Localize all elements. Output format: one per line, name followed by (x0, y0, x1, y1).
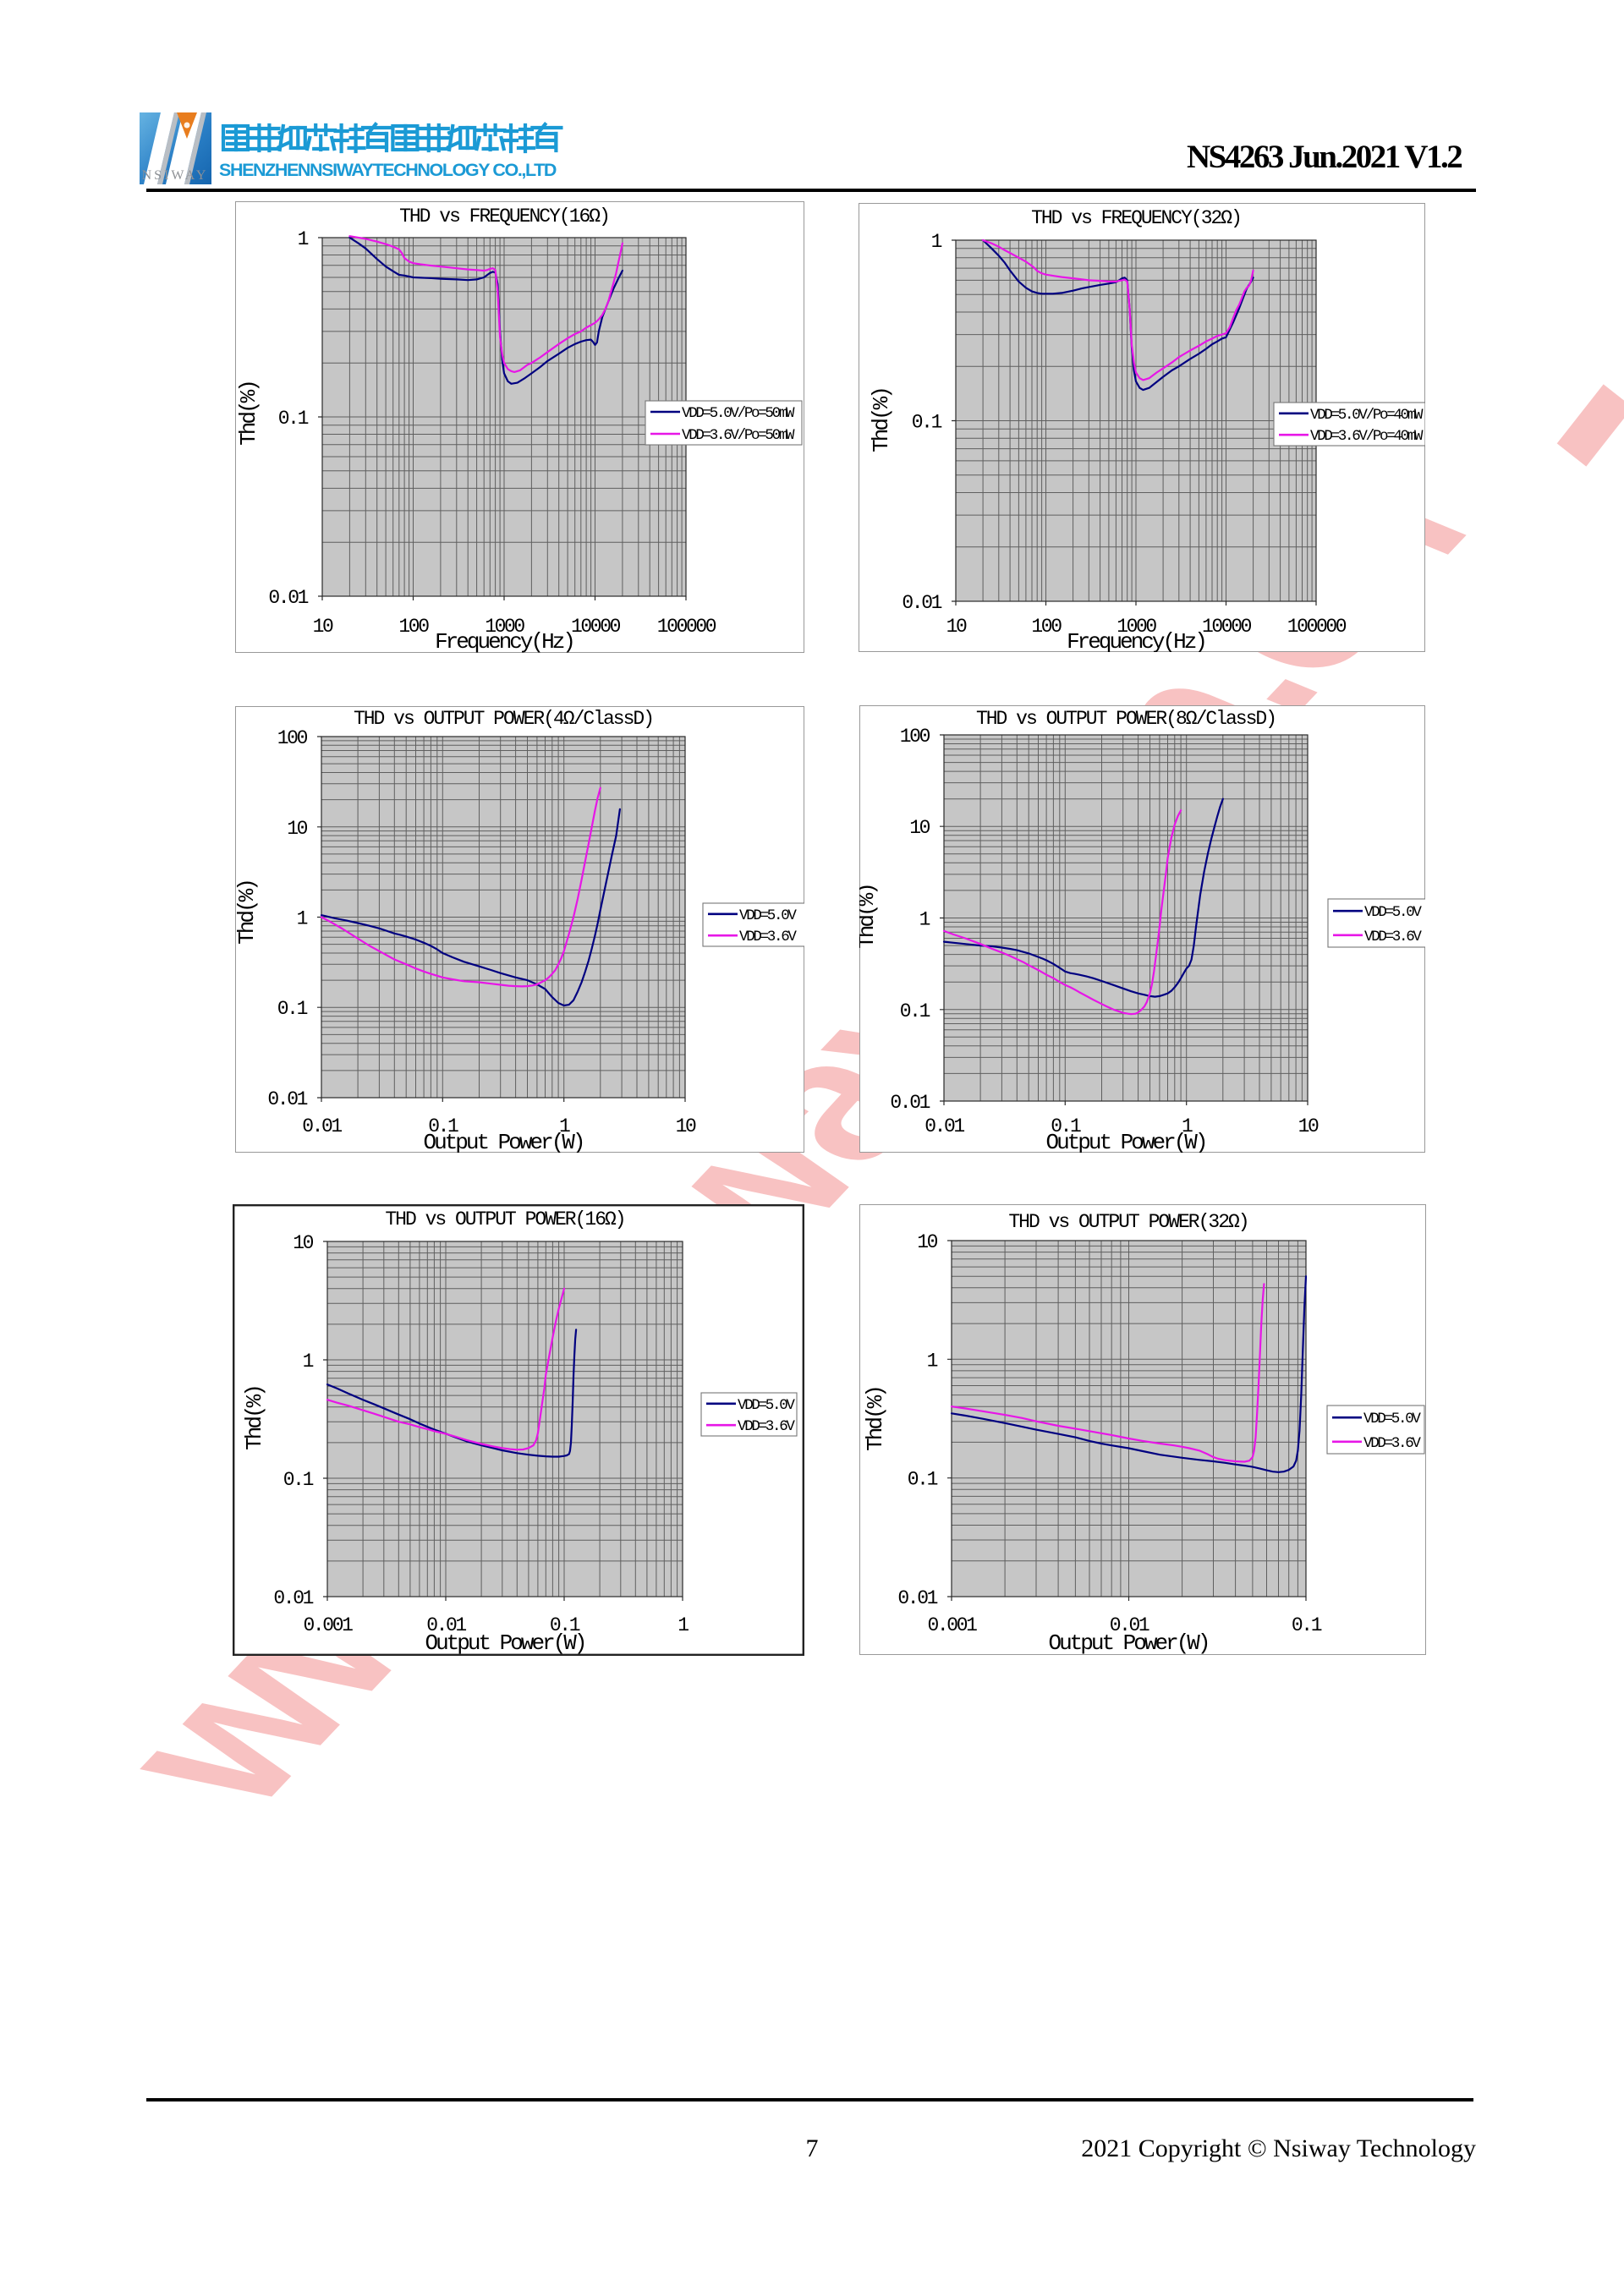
svg-text:VDD=3.6V: VDD=3.6V (738, 1418, 795, 1435)
svg-text:Thd(%): Thd(%) (242, 1386, 267, 1450)
svg-text:0.1: 0.1 (277, 998, 308, 1020)
svg-text:Frequency(Hz): Frequency(Hz) (435, 629, 573, 653)
svg-text:VDD=3.6V/Po=40mW: VDD=3.6V/Po=40mW (1310, 428, 1424, 445)
svg-text:THD vs OUTPUT POWER(16Ω): THD vs OUTPUT POWER(16Ω) (385, 1208, 624, 1230)
svg-text:0.1: 0.1 (550, 1614, 580, 1636)
svg-text:VDD=5.0V/Po=40mW: VDD=5.0V/Po=40mW (1310, 407, 1424, 424)
svg-text:1000: 1000 (1116, 616, 1156, 638)
svg-text:10: 10 (917, 1231, 937, 1253)
svg-text:0.1: 0.1 (912, 412, 942, 434)
svg-text:0.01: 0.01 (267, 1088, 307, 1110)
svg-text:100000: 100000 (1287, 616, 1347, 638)
svg-text:1000: 1000 (485, 616, 524, 638)
svg-text:1: 1 (927, 1350, 938, 1372)
svg-text:100: 100 (1031, 616, 1062, 638)
svg-text:0.01: 0.01 (924, 1115, 964, 1137)
svg-text:THD vs FREQUENCY(32Ω): THD vs FREQUENCY(32Ω) (1031, 207, 1241, 229)
svg-text:100: 100 (277, 727, 308, 749)
svg-text:0.01: 0.01 (273, 1587, 313, 1609)
svg-text:Output Power(W): Output Power(W) (1045, 1130, 1205, 1153)
svg-text:Thd(%): Thd(%) (859, 885, 880, 949)
svg-text:VDD=5.0V: VDD=5.0V (738, 1397, 795, 1414)
svg-text:VDD=3.6V/Po=50mW: VDD=3.6V/Po=50mW (682, 427, 795, 444)
svg-text:100: 100 (398, 616, 429, 638)
svg-text:10: 10 (909, 817, 930, 839)
svg-text:NSIWAY: NSIWAY (142, 168, 209, 183)
svg-text:VDD=5.0V: VDD=5.0V (1364, 904, 1422, 921)
svg-text:Output Power(W): Output Power(W) (1048, 1630, 1208, 1655)
svg-text:10: 10 (293, 1232, 313, 1254)
svg-text:1: 1 (297, 908, 308, 930)
svg-text:THD vs OUTPUT POWER(4Ω/ClassD): THD vs OUTPUT POWER(4Ω/ClassD) (354, 708, 653, 730)
svg-text:0.01: 0.01 (897, 1587, 937, 1609)
svg-text:1: 1 (931, 231, 942, 253)
svg-text:0.01: 0.01 (302, 1115, 342, 1137)
svg-text:10: 10 (946, 616, 967, 638)
svg-text:Thd(%): Thd(%) (236, 381, 261, 446)
svg-text:10: 10 (287, 818, 307, 840)
svg-text:0.01: 0.01 (890, 1092, 930, 1114)
svg-text:10: 10 (313, 616, 333, 638)
svg-text:10: 10 (1298, 1115, 1319, 1137)
svg-text:0.1: 0.1 (1292, 1614, 1322, 1636)
svg-text:0.01: 0.01 (902, 592, 941, 614)
svg-text:100000: 100000 (657, 616, 716, 638)
svg-text:0.1: 0.1 (428, 1115, 458, 1137)
svg-text:Thd(%): Thd(%) (235, 880, 260, 945)
svg-text:10000: 10000 (571, 616, 621, 638)
svg-text:0.1: 0.1 (283, 1469, 314, 1491)
svg-text:10000: 10000 (1202, 616, 1252, 638)
svg-text:1: 1 (919, 909, 930, 931)
svg-text:Frequency(Hz): Frequency(Hz) (1067, 629, 1205, 652)
svg-text:VDD=5.0V: VDD=5.0V (1363, 1411, 1421, 1427)
svg-text:0.01: 0.01 (1110, 1614, 1149, 1636)
svg-text:0.1: 0.1 (908, 1469, 938, 1491)
svg-text:Output Power(W): Output Power(W) (423, 1130, 583, 1153)
svg-text:VDD=3.6V: VDD=3.6V (739, 929, 797, 945)
svg-text:VDD=3.6V: VDD=3.6V (1364, 929, 1422, 945)
svg-text:0.01: 0.01 (426, 1614, 466, 1636)
svg-text:0.001: 0.001 (303, 1614, 353, 1636)
svg-text:VDD=3.6V: VDD=3.6V (1363, 1435, 1421, 1452)
svg-text:0.1: 0.1 (900, 1000, 930, 1022)
svg-text:VDD=5.0V/Po=50mW: VDD=5.0V/Po=50mW (682, 405, 795, 422)
svg-text:VDD=5.0V: VDD=5.0V (739, 907, 797, 924)
svg-text:0.1: 0.1 (1051, 1115, 1081, 1137)
svg-text:THD vs OUTPUT POWER(32Ω): THD vs OUTPUT POWER(32Ω) (1008, 1211, 1248, 1233)
svg-text:10: 10 (676, 1115, 696, 1137)
svg-text:THD vs FREQUENCY(16Ω): THD vs FREQUENCY(16Ω) (399, 205, 609, 227)
svg-text:Thd(%): Thd(%) (863, 1387, 888, 1451)
svg-text:Output Power(W): Output Power(W) (425, 1630, 584, 1656)
svg-text:1: 1 (303, 1351, 314, 1373)
svg-text:0.1: 0.1 (278, 408, 309, 430)
svg-text:THD vs OUTPUT POWER(8Ω/ClassD): THD vs OUTPUT POWER(8Ω/ClassD) (976, 708, 1276, 730)
svg-text:Thd(%): Thd(%) (869, 388, 894, 452)
svg-text:0.01: 0.01 (268, 587, 308, 609)
svg-text:1: 1 (678, 1614, 689, 1636)
svg-text:100: 100 (900, 726, 930, 748)
svg-text:0.001: 0.001 (927, 1614, 977, 1636)
svg-text:1: 1 (298, 228, 309, 250)
